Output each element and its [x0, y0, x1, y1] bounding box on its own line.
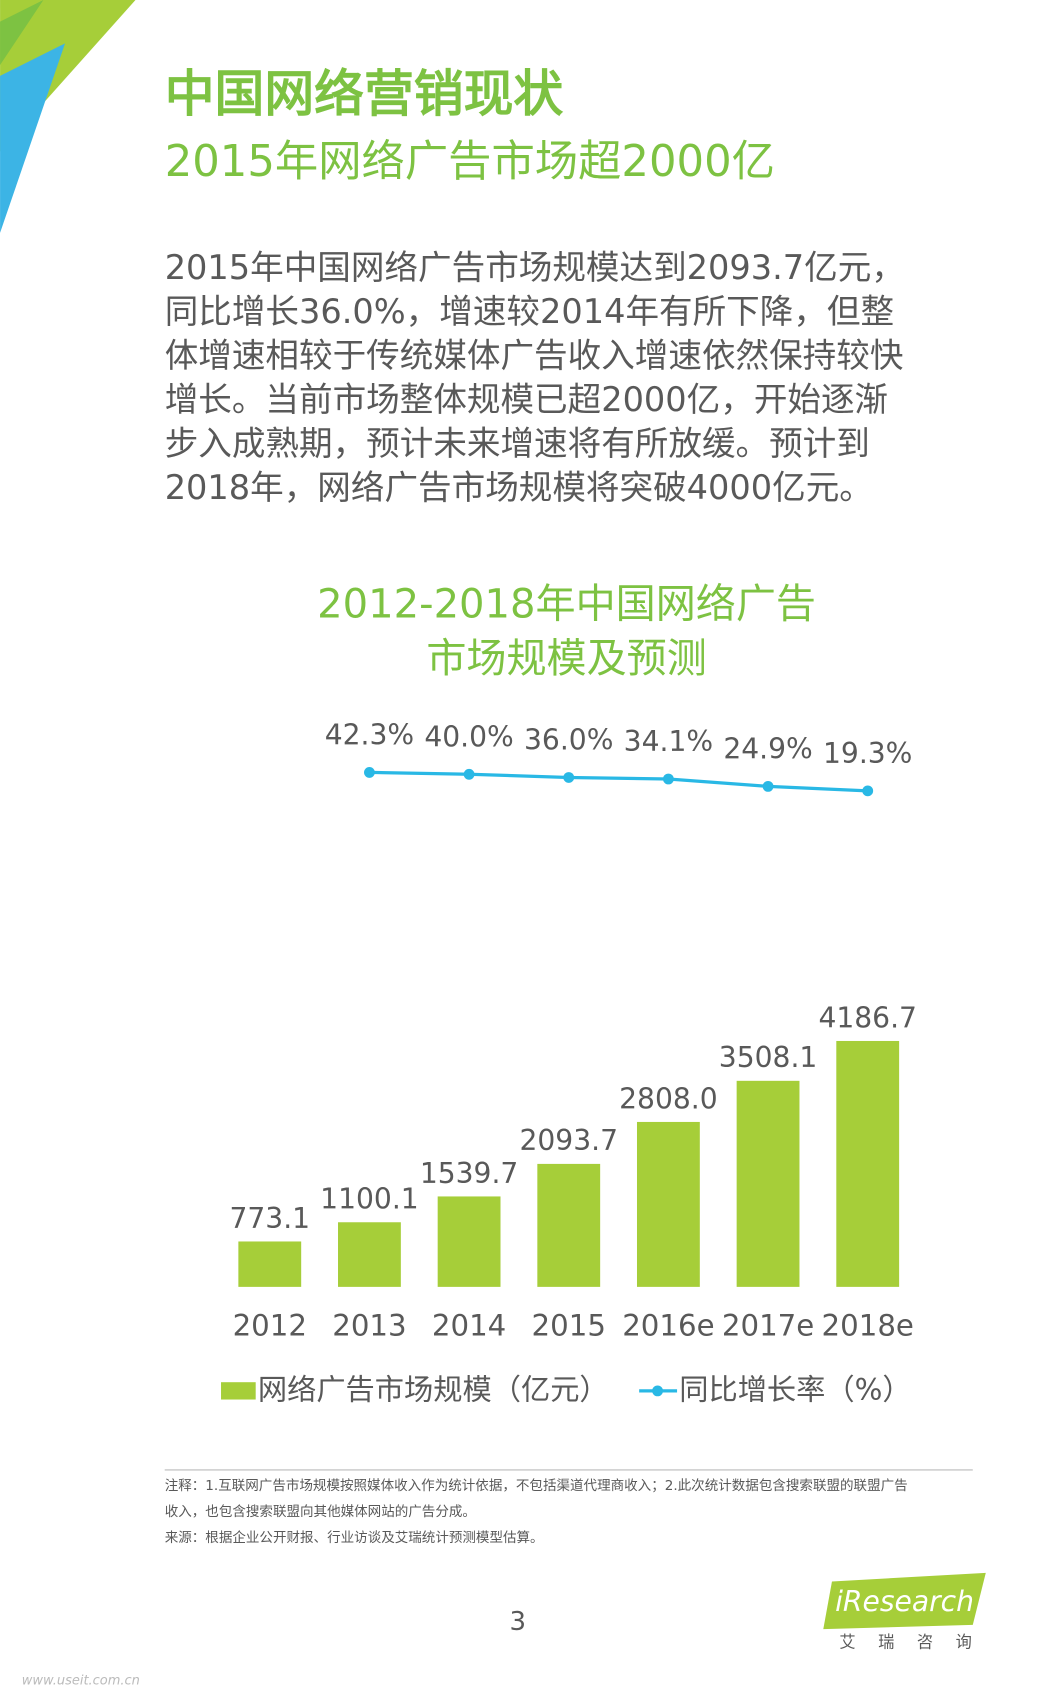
data-label: 40.0% [424, 721, 513, 754]
line-point [463, 768, 475, 780]
line-point [662, 773, 674, 785]
title: 中国网络营销现状 [165, 65, 564, 123]
data-label: 42.3% [325, 719, 414, 752]
deco-blue [0, 43, 66, 233]
data-label: 1100.1 [320, 1183, 419, 1216]
x-tick-label: 2016e [622, 1308, 714, 1342]
logo-bg [823, 1572, 986, 1630]
chart-title: 市场规模及预测 [426, 636, 706, 682]
paragraph-line: 体增速相较于传统媒体广告收入增速依然保持较快 [165, 336, 904, 375]
data-label: 2093.7 [519, 1124, 618, 1157]
data-label: 3508.1 [719, 1041, 818, 1074]
line-point [862, 785, 874, 797]
data-label: 36.0% [524, 724, 613, 757]
data-label: 34.1% [624, 725, 713, 758]
logo: iResearch [835, 1585, 974, 1618]
bar [636, 1121, 700, 1287]
line-point [762, 780, 774, 792]
note: 注释：1.互联网广告市场规模按照媒体收入作为统计依据，不包括渠道代理商收入；2.… [165, 1477, 908, 1494]
x-tick-label: 2013 [332, 1308, 406, 1342]
data-label: 2808.0 [619, 1082, 718, 1115]
data-label: 19.3% [823, 737, 912, 770]
chart-title: 2012-2018年中国网络广告 [317, 582, 816, 628]
bar [537, 1163, 601, 1287]
logo-cn: 艾 瑞 咨 询 [839, 1633, 980, 1652]
paragraph-line: 2018年，网络广告市场规模将突破4000亿元。 [165, 468, 873, 507]
x-tick-label: 2015 [532, 1308, 606, 1342]
line-point [563, 772, 575, 783]
bar [437, 1196, 501, 1287]
deco-dark [0, 0, 44, 65]
subtitle: 2015年网络广告市场超2000亿 [165, 137, 775, 187]
paragraph-line: 步入成熟期，预计未来增速将有所放缓。预计到 [165, 424, 870, 463]
watermark: www.useit.com.cn [22, 1674, 140, 1689]
data-label: 24.9% [723, 733, 812, 766]
paragraph-line: 同比增长36.0%，增速较2014年有所下降，但整 [165, 292, 894, 331]
data-label: 1539.7 [420, 1157, 519, 1190]
data-label: 773.1 [229, 1202, 310, 1235]
note: 收入，也包含搜索联盟向其他媒体网站的广告分成。 [165, 1504, 476, 1520]
bar [836, 1040, 900, 1287]
legend-swatch [652, 1385, 663, 1397]
bar [338, 1222, 401, 1287]
x-tick-label: 2018e [822, 1308, 914, 1342]
x-tick-label: 2012 [233, 1308, 307, 1342]
x-tick-label: 2017e [722, 1308, 814, 1342]
paragraph-line: 增长。当前市场整体规模已超2000亿，开始逐渐 [165, 380, 888, 419]
legend-label: 网络广告市场规模（亿元） [258, 1372, 609, 1406]
bar [736, 1080, 800, 1287]
paragraph-line: 2015年中国网络广告市场规模达到2093.7亿元， [165, 248, 905, 287]
page-number: 3 [510, 1607, 527, 1637]
line [369, 770, 868, 793]
x-tick-label: 2014 [432, 1308, 506, 1342]
note: 来源：根据企业公开财报、行业访谈及艾瑞统计预测模型估算。 [165, 1529, 544, 1546]
legend-label: 同比增长率（%） [679, 1372, 911, 1406]
line-point [364, 767, 375, 778]
data-label: 4186.7 [818, 1001, 917, 1034]
bar [238, 1241, 302, 1287]
legend-swatch [221, 1382, 256, 1400]
